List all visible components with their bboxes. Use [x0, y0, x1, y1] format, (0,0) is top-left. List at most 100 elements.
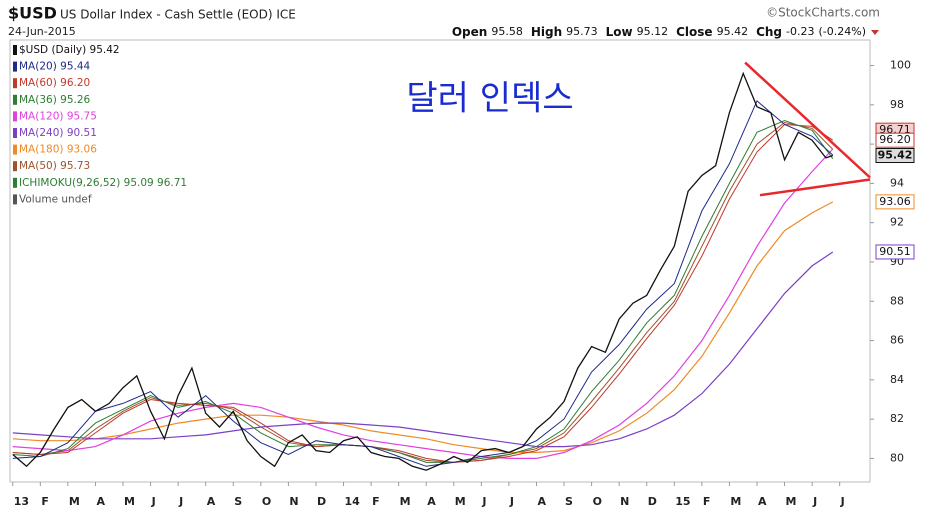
annotation: 달러 인덱스 — [406, 79, 573, 119]
x-tick-label: A — [207, 495, 216, 508]
price-tag — [875, 194, 915, 210]
legend-swatch — [13, 45, 17, 55]
legend-swatch — [13, 144, 17, 155]
quote-value: 95.73 — [566, 25, 598, 38]
plot-frame — [9, 39, 871, 483]
x-tick-label: O — [262, 495, 271, 508]
quote-label: Low — [606, 25, 633, 39]
price-tag — [875, 148, 915, 164]
price-tag-label: 95.42 — [878, 149, 913, 162]
legend-swatch — [13, 194, 17, 205]
x-tick-label: 14 — [345, 495, 361, 508]
legend-swatch — [13, 61, 17, 72]
legend-label: MA(36) 95.26 — [19, 94, 91, 106]
y-tick-label: 94 — [890, 176, 904, 189]
quote-change-pct: (-0.24%) — [819, 25, 867, 38]
legend-swatch — [13, 177, 17, 188]
x-tick-label: A — [758, 495, 767, 508]
legend-label: MA(240) 90.51 — [19, 127, 97, 139]
x-tick-label: N — [289, 495, 298, 508]
x-tick-label: M — [124, 495, 135, 508]
legend-label: MA(180) 93.06 — [19, 144, 97, 156]
price-tag — [875, 244, 915, 260]
price-tag — [875, 132, 915, 148]
x-tick-label: F — [703, 495, 711, 508]
x-tick-label: M — [730, 495, 741, 508]
source: ©StockCharts.com — [766, 6, 880, 20]
x-tick-label: A — [96, 495, 105, 508]
legend-swatch — [13, 161, 17, 172]
down-arrow — [871, 30, 879, 35]
price-tag-label: 96.20 — [879, 133, 911, 146]
price-tag-label: 90.51 — [879, 245, 911, 258]
trendline — [744, 61, 871, 179]
trendline — [759, 178, 871, 197]
quote: Open 95.58 High 95.73 Low 95.12 Close 95.42 Chg -… — [452, 25, 866, 39]
series-line — [12, 121, 834, 463]
quote-label: Chg — [756, 25, 782, 39]
x-tick-label: F — [372, 495, 380, 508]
legend-label: MA(50) 95.73 — [19, 160, 90, 172]
series-line — [12, 251, 834, 448]
legend-label: ICHIMOKU(9,26,52) 95.09 96.71 — [19, 177, 187, 189]
quote-label: Open — [452, 25, 487, 39]
legend-label: Volume undef — [19, 193, 92, 205]
x-tick-label: J — [481, 495, 486, 508]
legend: $USD (Daily) 95.42 MA(20) 95.44 MA(60) 96.… — [13, 44, 187, 205]
series-line — [12, 201, 834, 454]
chart-title: US Dollar Index - Cash Settle (EOD) ICE — [60, 8, 296, 22]
y-tick-label: 80 — [890, 451, 904, 464]
legend-label: $USD (Daily) 95.42 — [19, 44, 120, 56]
quote-value: 95.58 — [491, 25, 523, 38]
y-tick-label: 82 — [890, 412, 904, 425]
x-tick-label: J — [812, 495, 817, 508]
legend-swatch — [13, 111, 17, 122]
price-tag-label: 93.06 — [879, 195, 911, 208]
x-tick-label: M — [455, 495, 466, 508]
x-tick-label: M — [786, 495, 797, 508]
date: 24-Jun-2015 — [8, 25, 76, 38]
quote-label: High — [531, 25, 562, 39]
series-line — [12, 119, 834, 463]
x-tick-label: A — [537, 495, 546, 508]
x-tick-label: D — [648, 495, 657, 508]
quote-label: Close — [676, 25, 712, 39]
legend-swatch — [13, 78, 17, 89]
x-tick-label: 13 — [14, 495, 29, 508]
series-line — [12, 100, 834, 467]
y-tick-label: 92 — [890, 216, 904, 229]
x-tick-label: S — [565, 495, 573, 508]
x-tick-label: F — [41, 495, 49, 508]
quote-value: 95.42 — [717, 25, 749, 38]
y-tick-label: 84 — [890, 373, 904, 386]
plot: 8082848688909294969810013FMAMJJASOND14FM… — [12, 59, 915, 508]
legend-label: MA(20) 95.44 — [19, 61, 91, 73]
series-line — [12, 71, 834, 471]
x-tick-label: J — [178, 495, 183, 508]
x-tick-label: O — [593, 495, 602, 508]
x-tick-label: J — [151, 495, 156, 508]
legend-swatch — [13, 128, 17, 138]
x-tick-label: J — [509, 495, 514, 508]
x-tick-label: 15 — [675, 495, 690, 508]
x-tick-label: D — [317, 495, 326, 508]
x-tick-label: A — [427, 495, 436, 508]
y-tick-label: 100 — [890, 59, 911, 72]
series-line — [12, 148, 834, 459]
x-tick-label: M — [69, 495, 80, 508]
legend-label: MA(60) 96.20 — [19, 77, 90, 89]
y-tick-label: 98 — [890, 98, 904, 111]
x-tick-label: N — [620, 495, 629, 508]
series-line — [12, 123, 834, 463]
y-tick-label: 88 — [890, 294, 904, 307]
legend-swatch — [13, 94, 17, 105]
x-tick-label: M — [400, 495, 411, 508]
quote-value: 95.12 — [637, 25, 669, 38]
legend-label: MA(120) 95.75 — [19, 110, 97, 122]
quote-value: -0.23 — [786, 25, 814, 38]
x-tick-label: S — [234, 495, 242, 508]
y-tick-label: 86 — [890, 334, 904, 347]
x-tick-label: J — [840, 495, 845, 508]
